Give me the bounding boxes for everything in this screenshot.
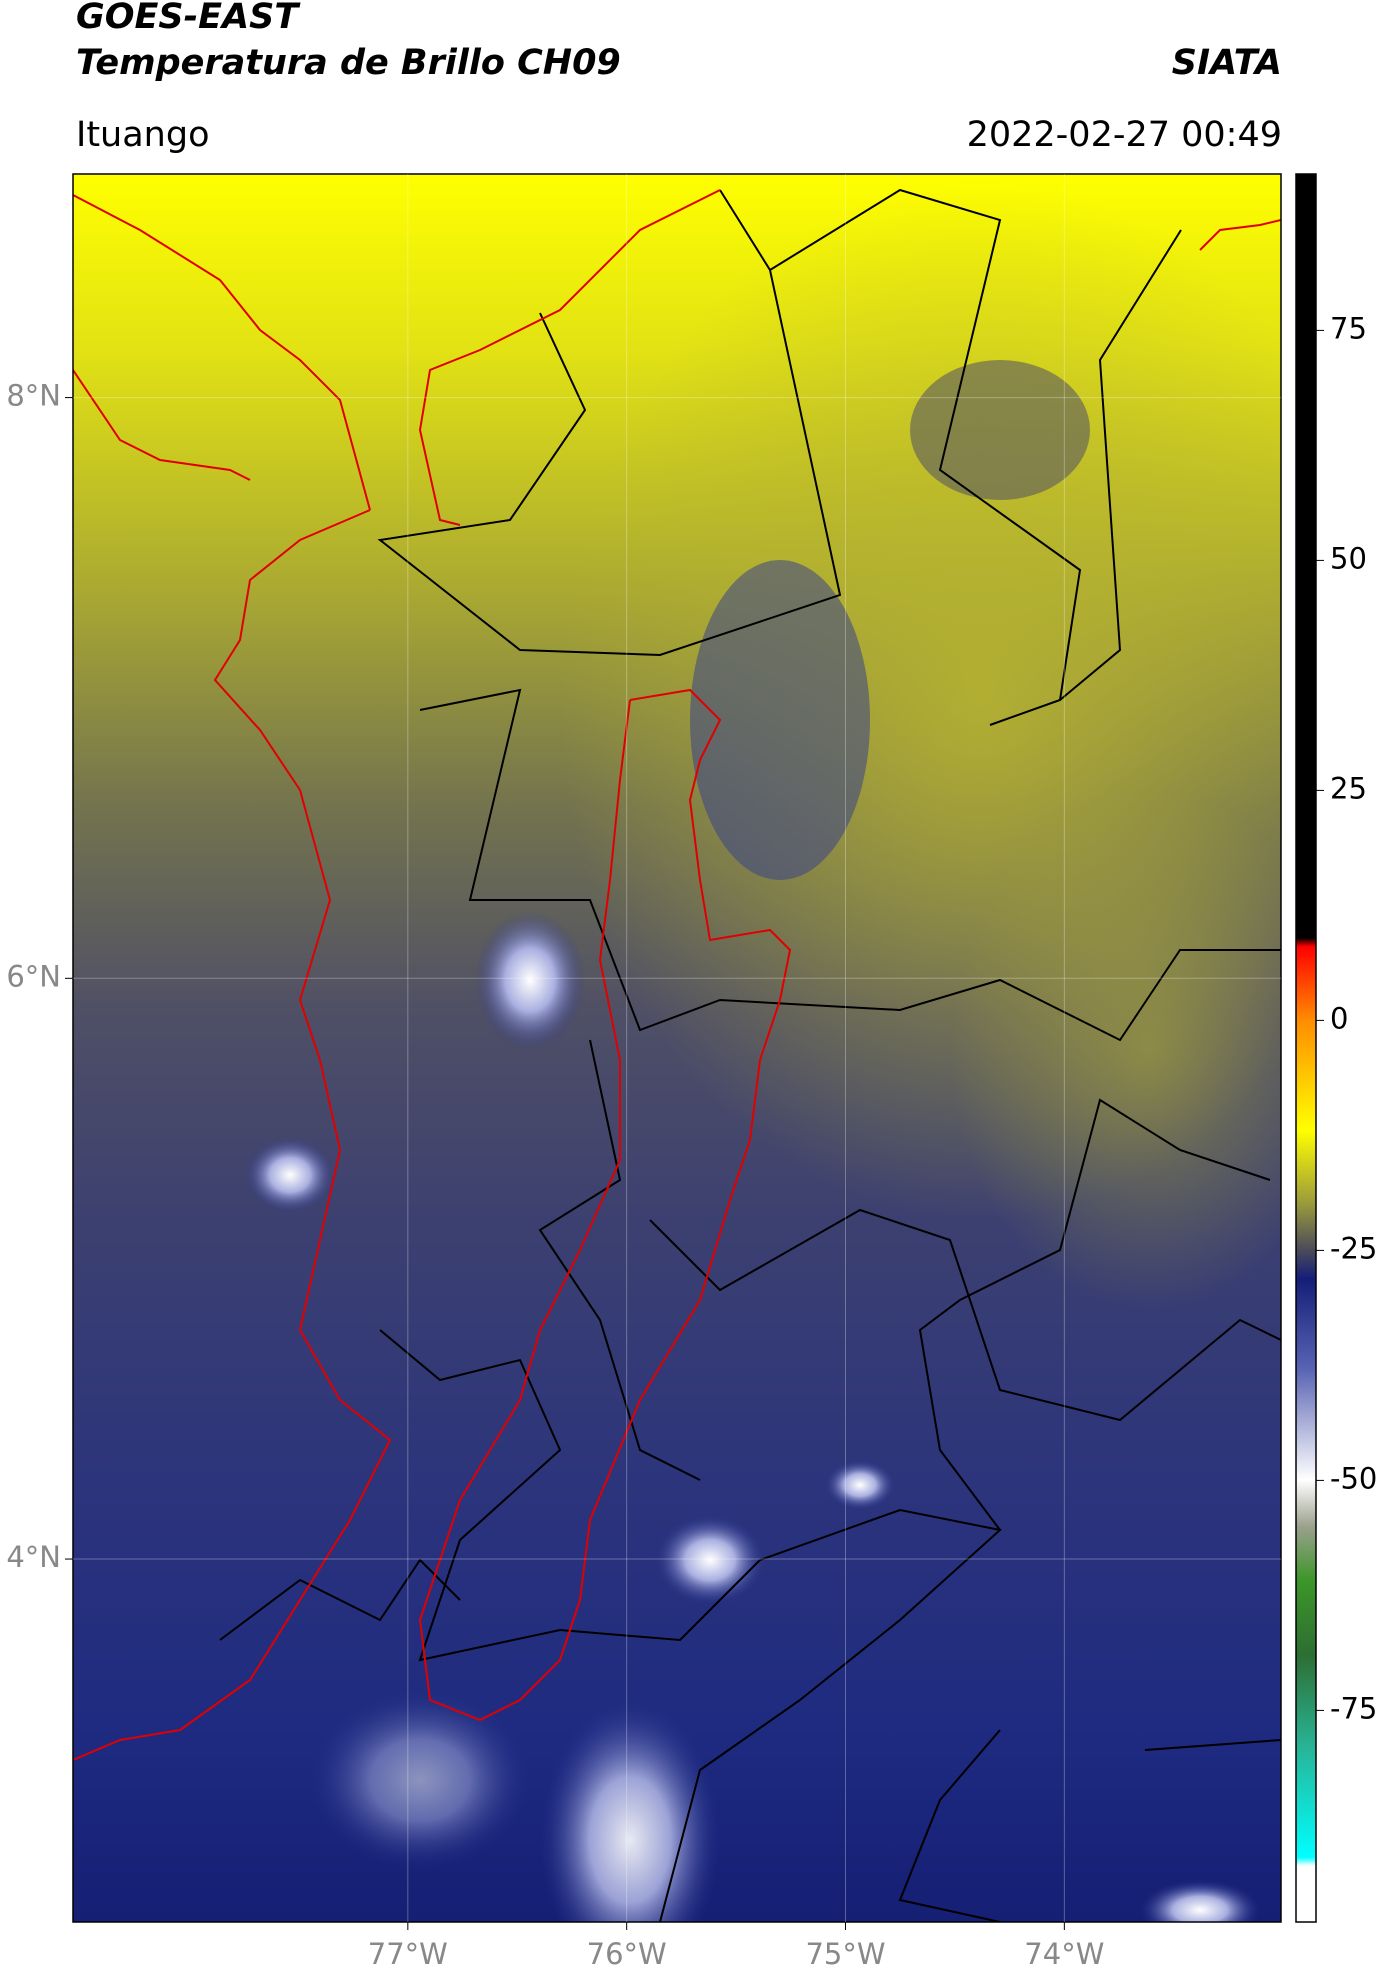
colorbar-label: 25 <box>1330 771 1367 805</box>
colorbar <box>1295 173 1317 1923</box>
colorbar-label: -50 <box>1330 1461 1377 1495</box>
colorbar-label: -75 <box>1330 1691 1377 1725</box>
lon-label: 76°W <box>587 1937 667 1971</box>
subtitle: Temperatura de Brillo CH09 <box>76 43 621 83</box>
datetime: 2022-02-27 00:49 <box>967 115 1282 155</box>
lat-label: 6°N <box>6 959 61 993</box>
lon-label: 75°W <box>805 1937 885 1971</box>
location: Ituango <box>76 115 210 155</box>
title: GOES-EAST <box>76 0 301 37</box>
lon-label: 77°W <box>368 1937 448 1971</box>
colorbar-label: 0 <box>1330 1001 1348 1035</box>
colorbar-label: 75 <box>1330 311 1367 345</box>
lon-label: 74°W <box>1024 1937 1104 1971</box>
lat-label: 8°N <box>6 379 61 413</box>
lat-label: 4°N <box>6 1540 61 1574</box>
colorbar-label: -25 <box>1330 1231 1377 1265</box>
colorbar-label: 50 <box>1330 541 1367 575</box>
source: SIATA <box>1172 43 1282 83</box>
ticks: 77°W 76°W 75°W 74°W 8°N 6°N 4°N 75 50 25 0 -25 -50 -7… <box>6 174 1377 1971</box>
map-image <box>73 174 1281 1922</box>
map-frame <box>72 173 1282 1923</box>
